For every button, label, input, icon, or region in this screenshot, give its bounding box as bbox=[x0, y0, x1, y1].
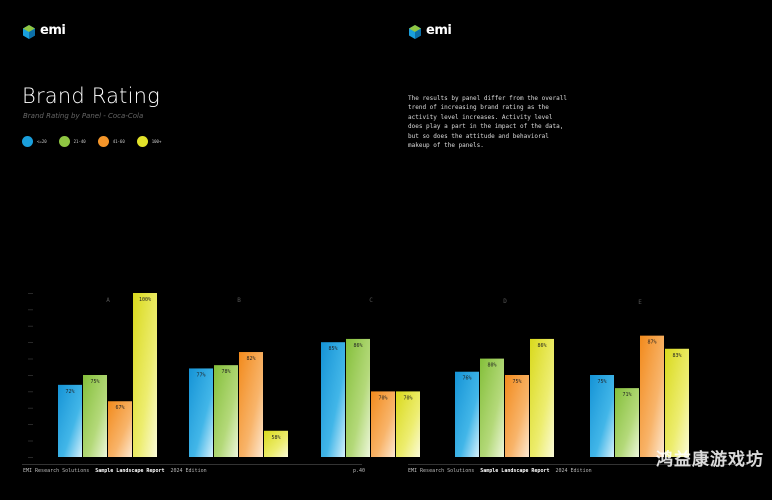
y-tick bbox=[28, 457, 33, 458]
legend-swatch bbox=[97, 136, 109, 147]
data-label: 70% bbox=[403, 395, 412, 401]
data-label: 80% bbox=[487, 363, 496, 369]
data-label: 100% bbox=[139, 297, 151, 303]
data-label: 75% bbox=[90, 379, 99, 385]
bar bbox=[665, 348, 689, 457]
footer-left: EMI Research Solutions Sample Landscape … bbox=[23, 468, 207, 474]
y-tick bbox=[28, 440, 33, 442]
bar bbox=[239, 352, 263, 457]
bar bbox=[396, 391, 420, 457]
footer-right: EMI Research Solutions Sample Landscape … bbox=[408, 468, 592, 474]
legend-item: 100+ bbox=[136, 136, 162, 147]
legend-label: 41-60 bbox=[112, 139, 125, 144]
y-tick bbox=[28, 358, 33, 360]
data-label: 78% bbox=[221, 369, 230, 375]
legend-swatch bbox=[136, 136, 148, 147]
logo-text: emi bbox=[40, 23, 66, 38]
bar bbox=[133, 293, 157, 457]
y-tick bbox=[28, 342, 33, 343]
bar bbox=[108, 401, 132, 457]
page-subtitle: Brand Rating by Panel - Coca-Cola bbox=[23, 112, 144, 120]
category-label: B bbox=[237, 297, 241, 304]
brand-logo: emi bbox=[22, 23, 66, 39]
y-tick bbox=[28, 325, 33, 327]
page-title: Brand Rating bbox=[22, 84, 160, 108]
bar bbox=[214, 365, 238, 457]
data-label: 71% bbox=[622, 392, 631, 398]
data-label: 77% bbox=[196, 372, 205, 378]
legend-item: <=20 bbox=[22, 136, 47, 147]
legend-label: 100+ bbox=[151, 139, 162, 144]
y-tick bbox=[28, 424, 33, 425]
data-label: 75% bbox=[512, 379, 521, 385]
bar bbox=[371, 391, 395, 457]
logo-text: emi bbox=[426, 23, 452, 38]
bar bbox=[83, 375, 107, 457]
legend-item: 21-40 bbox=[58, 136, 86, 147]
y-tick bbox=[28, 407, 33, 409]
legend-label: 21-40 bbox=[73, 139, 86, 144]
data-label: 82% bbox=[246, 356, 255, 362]
bar bbox=[590, 375, 614, 457]
data-label: 76% bbox=[462, 376, 471, 382]
footer-divider bbox=[22, 464, 362, 465]
data-label: 87% bbox=[647, 340, 656, 346]
logo-cube-icon bbox=[22, 24, 36, 39]
data-label: 70% bbox=[378, 395, 387, 401]
footer-edition: 2024 Edition bbox=[555, 468, 592, 474]
legend-swatch bbox=[22, 136, 33, 147]
footer-company: EMI Research Solutions bbox=[23, 468, 90, 474]
data-label: 72% bbox=[65, 389, 74, 395]
y-tick bbox=[28, 375, 33, 376]
footer-edition: 2024 Edition bbox=[170, 468, 207, 474]
bar bbox=[505, 375, 529, 457]
y-tick bbox=[28, 309, 33, 311]
bar bbox=[530, 338, 554, 457]
category-label: C bbox=[369, 297, 373, 304]
data-label: 83% bbox=[672, 353, 681, 359]
footer-company: EMI Research Solutions bbox=[408, 468, 475, 474]
bar bbox=[640, 335, 664, 457]
data-label: 67% bbox=[115, 405, 124, 411]
data-label: 58% bbox=[271, 435, 280, 441]
data-label: 85% bbox=[328, 346, 337, 352]
chart-legend: <=20 21-40 41-60 100+ bbox=[22, 136, 161, 147]
y-tick bbox=[28, 293, 33, 294]
bar bbox=[346, 338, 370, 457]
bar bbox=[455, 371, 479, 457]
bar bbox=[58, 384, 82, 457]
legend-label: <=20 bbox=[37, 139, 47, 144]
description-text: The results by panel differ from the ove… bbox=[408, 95, 567, 150]
legend-item: 41-60 bbox=[97, 136, 125, 147]
bar bbox=[615, 388, 639, 457]
logo-cube-icon bbox=[408, 24, 422, 39]
category-label: E bbox=[638, 299, 642, 306]
bar bbox=[189, 368, 213, 457]
bar bbox=[264, 430, 288, 457]
footer-report: Sample Landscape Report bbox=[95, 468, 165, 474]
page-number: p.40 bbox=[353, 468, 366, 474]
data-label: 86% bbox=[353, 343, 362, 349]
legend-swatch bbox=[58, 136, 70, 147]
data-label: 75% bbox=[597, 379, 606, 385]
footer-divider bbox=[408, 464, 748, 465]
watermark: 鸿益康游戏坊 bbox=[656, 450, 764, 470]
brand-logo-right: emi bbox=[408, 23, 452, 39]
bar bbox=[321, 342, 345, 457]
category-label: D bbox=[503, 298, 507, 305]
footer-report: Sample Landscape Report bbox=[480, 468, 550, 474]
bar bbox=[480, 358, 504, 457]
data-label: 86% bbox=[537, 343, 546, 349]
category-label: A bbox=[106, 297, 110, 304]
y-tick bbox=[28, 391, 33, 393]
